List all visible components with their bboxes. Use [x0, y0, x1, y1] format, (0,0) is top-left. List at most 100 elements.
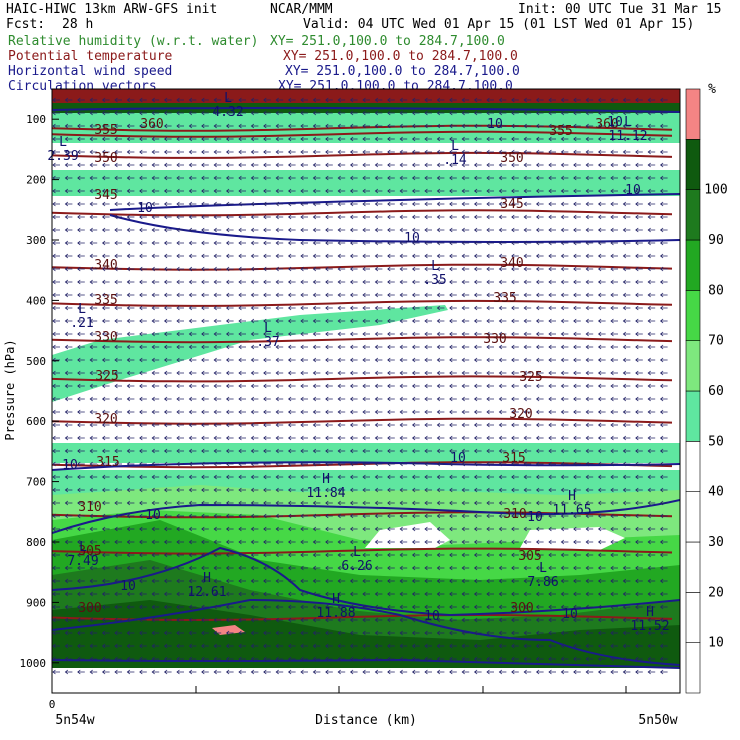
vector-arrow — [399, 305, 408, 311]
vector-arrow — [523, 266, 532, 272]
vector-arrow — [163, 461, 172, 467]
vector-arrow — [585, 604, 594, 610]
vector-arrow — [89, 136, 98, 142]
wind-label: 10 — [625, 183, 641, 198]
vector-arrow — [114, 448, 122, 454]
vector-arrow — [535, 617, 544, 623]
vector-arrow — [213, 396, 222, 402]
wind-label: 10 — [527, 510, 543, 525]
vector-arrow — [573, 656, 581, 662]
vector-arrow — [139, 500, 147, 506]
vector-arrow — [374, 643, 383, 649]
vector-arrow — [573, 591, 581, 597]
vector-arrow — [473, 188, 482, 194]
colorbar-swatch — [685, 592, 701, 643]
vector-arrow — [535, 266, 544, 272]
vector-arrow — [238, 149, 246, 155]
vector-arrow — [449, 461, 457, 467]
vector-arrow — [461, 552, 470, 558]
vector-arrow — [387, 474, 395, 480]
vector-arrow — [362, 565, 370, 571]
vector-arrow — [486, 214, 494, 220]
vector-arrow — [610, 409, 618, 415]
vector-arrow — [300, 318, 308, 324]
vector-arrow — [312, 188, 321, 194]
vector-arrow — [188, 422, 197, 428]
vector-arrow — [486, 266, 494, 272]
vector-arrow — [325, 578, 333, 584]
vector-arrow — [126, 539, 135, 545]
vector-arrow — [411, 305, 420, 311]
vector-arrow — [362, 539, 370, 545]
vector-arrow — [64, 305, 73, 311]
vector-arrow — [52, 669, 60, 675]
y-tick-label: 900 — [26, 596, 46, 609]
vector-arrow — [114, 630, 122, 636]
vector-arrow — [287, 539, 296, 545]
vector-arrow — [374, 513, 383, 519]
vector-arrow — [89, 461, 98, 467]
theta-label: 310 — [78, 500, 101, 515]
vector-arrow — [461, 344, 470, 350]
vector-arrow — [287, 461, 296, 467]
vector-arrow — [461, 474, 470, 480]
extremum-kind: L — [539, 561, 547, 576]
vector-arrow — [585, 409, 594, 415]
theta-label: 340 — [500, 256, 523, 271]
vector-arrow — [436, 149, 445, 155]
vector-arrow — [52, 136, 60, 142]
vector-arrow — [287, 422, 296, 428]
vector-arrow — [523, 396, 532, 402]
vector-arrow — [349, 669, 358, 675]
vector-arrow — [139, 136, 147, 142]
x-right-location: 5n50w — [638, 713, 677, 728]
theta-line — [52, 461, 673, 469]
vector-arrow — [473, 305, 482, 311]
vector-arrow — [275, 487, 284, 493]
y-axis-label: Pressure (hPa) — [3, 339, 17, 440]
vector-arrow — [473, 500, 482, 506]
vector-arrow — [213, 97, 222, 103]
vector-arrow — [77, 279, 85, 285]
vector-arrow — [64, 97, 73, 103]
vector-arrow — [573, 513, 581, 519]
vector-arrow — [449, 162, 457, 168]
vector-arrow — [535, 448, 544, 454]
vector-arrow — [560, 604, 569, 610]
vector-arrow — [535, 318, 544, 324]
vector-arrow — [635, 123, 643, 129]
vector-arrow — [349, 370, 358, 376]
vector-arrow — [473, 357, 482, 363]
vector-arrow — [126, 279, 135, 285]
vector-arrow — [89, 175, 98, 181]
vector-arrow — [523, 97, 532, 103]
vector-arrow — [387, 136, 395, 142]
extremum-kind: H — [322, 472, 330, 487]
vector-arrow — [213, 136, 222, 142]
vector-arrow — [349, 513, 358, 519]
vector-arrow — [399, 214, 408, 220]
vector-arrow — [535, 565, 544, 571]
vector-arrow — [312, 539, 321, 545]
vector-arrow — [399, 136, 408, 142]
vector-arrow — [300, 227, 308, 233]
vector-arrow — [349, 474, 358, 480]
vector-arrow — [139, 305, 147, 311]
vector-arrow — [263, 396, 271, 402]
vector-arrow — [399, 97, 408, 103]
vector-arrow — [387, 318, 395, 324]
vector-arrow — [52, 565, 60, 571]
vector-arrow — [585, 344, 594, 350]
vector-arrow — [89, 487, 98, 493]
vector-arrow — [201, 435, 209, 441]
vector-arrow — [126, 214, 135, 220]
vector-arrow — [573, 578, 581, 584]
vector-arrow — [610, 526, 618, 532]
vector-arrow — [511, 188, 519, 194]
vector-arrow — [225, 240, 234, 246]
vector-arrow — [399, 396, 408, 402]
vector-arrow — [399, 565, 408, 571]
vector-arrow — [424, 357, 432, 363]
vector-arrow — [312, 604, 321, 610]
